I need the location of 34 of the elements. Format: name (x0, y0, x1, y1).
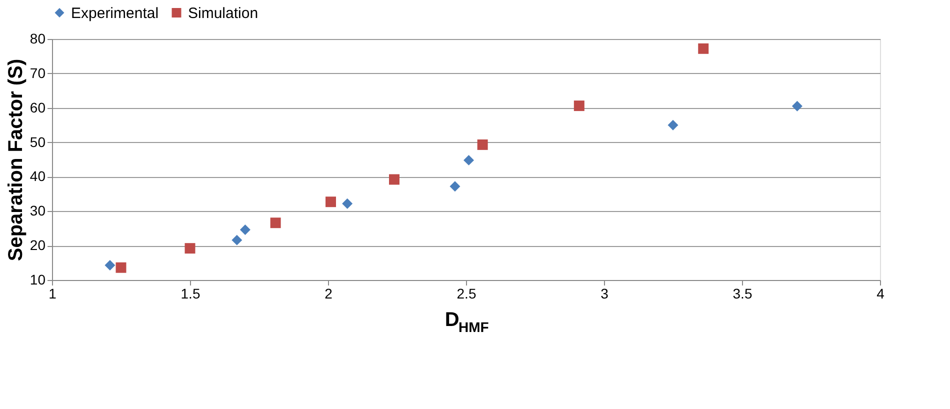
legend-label: Experimental (71, 4, 159, 22)
y-tick-label: 60 (30, 99, 46, 116)
point (342, 198, 353, 209)
point (698, 43, 709, 54)
y-tick-label: 20 (30, 237, 46, 254)
x-tick-label: 3.5 (732, 286, 752, 302)
x-tick-label: 3 (600, 286, 609, 302)
x-tick-label: 1 (48, 286, 57, 302)
point (326, 196, 336, 208)
point (574, 100, 584, 112)
y-tick-label: 10 (30, 272, 46, 288)
point (450, 181, 460, 192)
point (270, 218, 281, 228)
point (792, 100, 802, 112)
x-tick-label: 1.5 (180, 286, 200, 302)
point (232, 234, 242, 246)
point (388, 174, 400, 185)
point (464, 154, 474, 166)
y-tick-label: 80 (30, 30, 46, 46)
point (240, 224, 250, 235)
y-tick-label: 70 (30, 64, 46, 81)
point (184, 243, 196, 254)
x-tick-label: 2.5 (456, 286, 476, 302)
point (668, 120, 678, 130)
y-tick-label: 40 (30, 168, 46, 184)
point (104, 260, 116, 270)
y-tick-label: 50 (30, 134, 46, 150)
y-tick-label: 30 (30, 202, 46, 219)
x-tick-label: 4 (876, 286, 885, 302)
point (116, 262, 126, 273)
point (477, 139, 488, 150)
x-tick-label: 2 (324, 286, 333, 302)
legend-label: Simulation (188, 4, 258, 22)
y-axis-title: Separation Factor (S) (4, 58, 27, 262)
